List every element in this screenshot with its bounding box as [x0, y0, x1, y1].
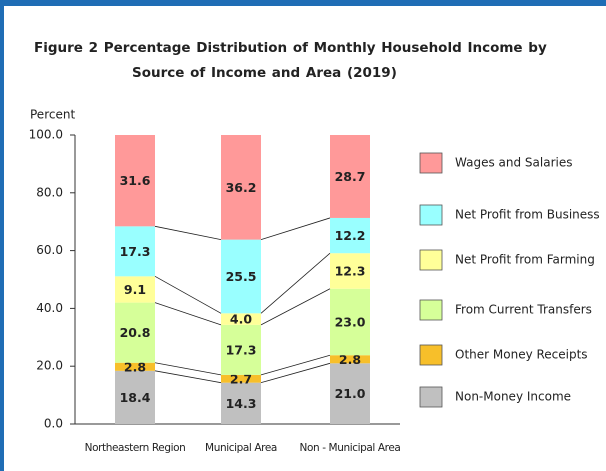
- connector: [260, 362, 331, 384]
- bar-segment: [330, 288, 370, 356]
- chart-title: Figure 2 Percentage Distribution of Mont…: [34, 40, 547, 81]
- value-label: 2.8: [339, 352, 361, 367]
- y-tick-label: 80.0: [36, 185, 63, 199]
- x-tick-label: Non - Municipal Area: [300, 442, 401, 454]
- y-tick-label: 20.0: [36, 359, 63, 373]
- connector: [154, 225, 222, 241]
- bar-segment: [221, 313, 261, 325]
- connector: [154, 362, 222, 376]
- y-tick-label: 40.0: [36, 301, 63, 315]
- legend-swatch: [419, 386, 443, 408]
- connector: [154, 370, 222, 384]
- bar-segment: [221, 135, 261, 240]
- legend-swatch: [419, 204, 443, 226]
- value-label: 18.4: [120, 390, 151, 405]
- value-label: 21.0: [335, 386, 366, 401]
- value-label: 28.7: [335, 169, 366, 184]
- legend-swatch: [419, 299, 443, 321]
- value-label: 17.3: [226, 342, 257, 357]
- value-label: 25.5: [226, 269, 257, 284]
- value-label: 36.2: [226, 180, 257, 195]
- legend-swatch: [419, 344, 443, 366]
- value-label: 2.7: [230, 371, 252, 386]
- value-label: 20.8: [120, 325, 151, 340]
- value-label: 4.0: [230, 312, 252, 327]
- bar-segment: [221, 382, 261, 424]
- bar-segment: [115, 370, 155, 424]
- x-tick-label: Northeastern Region: [85, 442, 186, 454]
- legend-label: Other Money Receipts: [455, 348, 588, 362]
- value-label: 14.3: [226, 396, 257, 411]
- legend-label: Net Profit from Farming: [455, 253, 595, 267]
- value-label: 23.0: [335, 314, 366, 329]
- bar-segment: [330, 135, 370, 218]
- x-tick-label: Municipal Area: [205, 442, 277, 454]
- bar-segment: [115, 362, 155, 371]
- y-tick-label: 60.0: [36, 243, 63, 257]
- legend-swatch: [419, 152, 443, 174]
- bar-segment: [115, 276, 155, 303]
- value-label: 31.6: [120, 173, 151, 188]
- value-label: 12.2: [335, 228, 366, 243]
- y-tick-label: 0.0: [44, 417, 63, 431]
- bar-segment: [330, 217, 370, 254]
- connector: [154, 302, 222, 326]
- y-tick-label: 100.0: [29, 128, 63, 142]
- bar-segment: [330, 363, 370, 424]
- bar-segment: [221, 324, 261, 375]
- bar-segment: [115, 302, 155, 363]
- connector: [260, 288, 331, 326]
- bar-segment: [221, 374, 261, 383]
- bar-segment: [330, 253, 370, 289]
- value-label: 9.1: [124, 282, 146, 297]
- legend-swatch: [419, 249, 443, 271]
- connector: [260, 354, 331, 376]
- bar-segment: [115, 135, 155, 227]
- legend-label: From Current Transfers: [455, 303, 592, 317]
- y-axis-label: Percent: [30, 108, 75, 122]
- value-label: 2.8: [124, 359, 146, 374]
- bar-segment: [221, 239, 261, 314]
- connector: [260, 217, 331, 240]
- value-label: 12.3: [335, 263, 366, 278]
- bar-segment: [330, 355, 370, 364]
- connector: [260, 252, 331, 314]
- legend-label: Net Profit from Business: [455, 208, 600, 222]
- legend-label: Non-Money Income: [455, 390, 571, 404]
- legend-label: Wages and Salaries: [455, 156, 572, 170]
- value-label: 17.3: [120, 244, 151, 259]
- bar-segment: [115, 226, 155, 277]
- connector: [154, 275, 222, 314]
